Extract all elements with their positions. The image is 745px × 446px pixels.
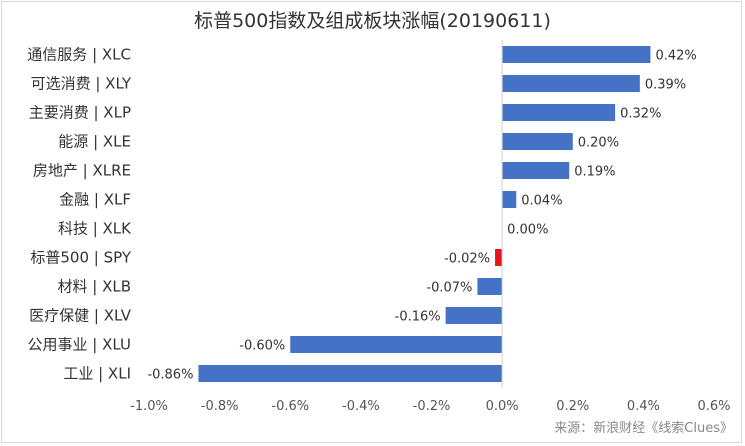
x-tick-label: 0.2% (556, 399, 589, 414)
category-label: 主要消费 | XLP (29, 104, 131, 122)
bar (198, 365, 503, 382)
value-label: -0.16% (395, 310, 441, 325)
value-label: -0.02% (444, 252, 490, 267)
chart-title: 标普500指数及组成板块涨幅(20190611) (194, 10, 551, 32)
category-label: 公用事业 | XLU (28, 336, 131, 354)
bar (495, 249, 503, 266)
bar (502, 191, 517, 208)
category-label: 科技 | XLK (58, 220, 132, 238)
category-label: 材料 | XLB (57, 278, 131, 296)
category-label: 通信服务 | XLC (27, 46, 131, 64)
category-label: 标普500 | SPY (30, 249, 131, 267)
bar (290, 336, 503, 353)
bar (502, 104, 616, 121)
x-tick-label: -0.2% (413, 399, 451, 414)
category-label: 金融 | XLF (59, 191, 131, 209)
category-label: 工业 | XLI (63, 365, 131, 383)
bar (502, 162, 570, 179)
category-label: 能源 | XLE (58, 133, 131, 151)
x-tick-label: 0.6% (697, 399, 730, 414)
category-label: 医疗保健 | XLV (29, 307, 132, 325)
x-tick-label: -0.6% (271, 399, 309, 414)
value-label: -0.07% (426, 281, 472, 296)
category-label: 房地产 | XLRE (33, 162, 131, 180)
value-label: 0.19% (574, 165, 615, 180)
x-tick-label: 0.0% (486, 399, 519, 414)
value-label: 0.04% (521, 194, 562, 209)
x-tick-label: -0.8% (201, 399, 239, 414)
bar (502, 133, 573, 150)
source-note: 来源：新浪财经《线索Clues》 (554, 421, 733, 436)
category-label: 可选消费 | XLY (31, 75, 132, 93)
value-label: 0.00% (507, 223, 548, 238)
value-label: 0.42% (655, 49, 696, 64)
bar (445, 307, 503, 324)
bar (477, 278, 503, 295)
bar (502, 46, 651, 63)
value-label: -0.60% (239, 339, 285, 354)
x-tick-label: 0.4% (627, 399, 660, 414)
bar (502, 75, 640, 92)
x-tick-label: -1.0% (130, 399, 168, 414)
value-label: 0.39% (645, 78, 686, 93)
value-label: -0.86% (147, 368, 193, 383)
value-label: 0.32% (620, 107, 661, 122)
value-label: 0.20% (578, 136, 619, 151)
x-tick-label: -0.4% (342, 399, 380, 414)
